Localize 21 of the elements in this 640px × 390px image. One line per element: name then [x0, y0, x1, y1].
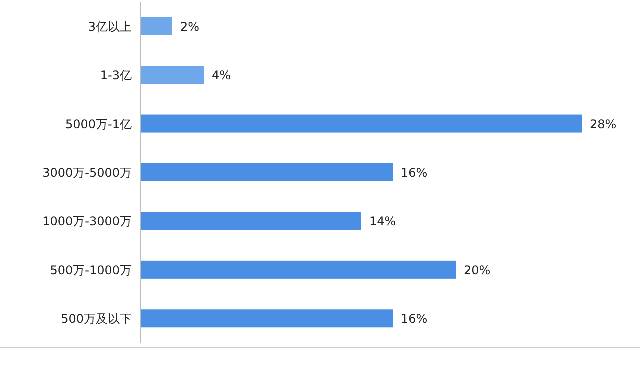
- y-tick-label: 3亿以上: [88, 20, 132, 34]
- bar: [141, 114, 582, 133]
- data-label: 4%: [212, 68, 232, 83]
- y-tick-label: 5000万-1亿: [65, 117, 132, 132]
- bar: [141, 164, 393, 182]
- data-label: 16%: [401, 312, 428, 326]
- bar: [141, 212, 362, 230]
- data-label: 16%: [401, 166, 428, 180]
- bar: [141, 66, 204, 84]
- y-tick-label: 1-3亿: [100, 68, 132, 83]
- bar: [141, 17, 172, 36]
- y-tick-label: 1000万-3000万: [42, 214, 132, 229]
- bar: [141, 310, 393, 328]
- data-label: 28%: [590, 117, 617, 132]
- data-label: 14%: [370, 214, 396, 229]
- bar: [141, 260, 456, 279]
- y-tick-label: 500万及以下: [61, 312, 132, 326]
- data-label: 2%: [180, 20, 200, 34]
- y-tick-label: 500万-1000万: [50, 263, 132, 278]
- y-tick-label: 3000万-5000万: [42, 166, 132, 180]
- data-label: 20%: [464, 263, 491, 278]
